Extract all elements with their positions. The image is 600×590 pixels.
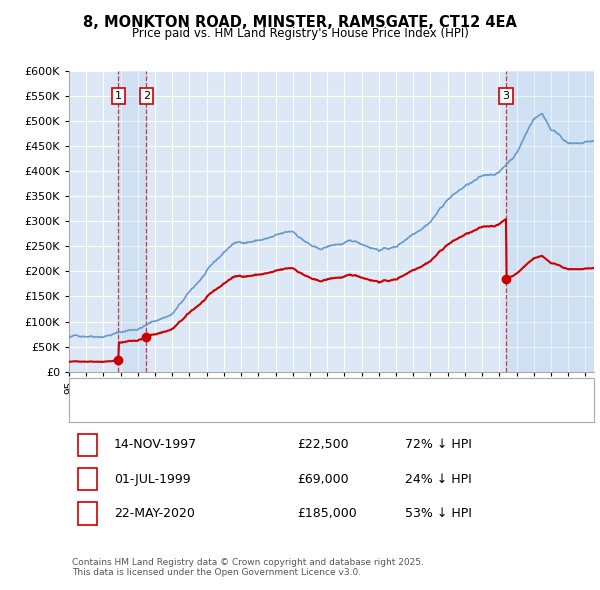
- Text: 22-MAY-2020: 22-MAY-2020: [114, 507, 195, 520]
- Text: 2: 2: [143, 91, 150, 101]
- Text: £69,000: £69,000: [297, 473, 349, 486]
- Text: HPI: Average price, detached house, Thanet: HPI: Average price, detached house, Than…: [117, 405, 346, 414]
- Text: 24% ↓ HPI: 24% ↓ HPI: [405, 473, 472, 486]
- Text: £185,000: £185,000: [297, 507, 357, 520]
- Text: 8, MONKTON ROAD, MINSTER, RAMSGATE, CT12 4EA (detached house): 8, MONKTON ROAD, MINSTER, RAMSGATE, CT12…: [117, 385, 485, 395]
- Text: 2: 2: [83, 473, 92, 486]
- Bar: [506, 71, 594, 372]
- Text: 01-JUL-1999: 01-JUL-1999: [114, 473, 191, 486]
- Text: Price paid vs. HM Land Registry's House Price Index (HPI): Price paid vs. HM Land Registry's House …: [131, 27, 469, 40]
- Text: 53% ↓ HPI: 53% ↓ HPI: [405, 507, 472, 520]
- Text: Contains HM Land Registry data © Crown copyright and database right 2025.
This d: Contains HM Land Registry data © Crown c…: [72, 558, 424, 577]
- Text: 8, MONKTON ROAD, MINSTER, RAMSGATE, CT12 4EA: 8, MONKTON ROAD, MINSTER, RAMSGATE, CT12…: [83, 15, 517, 30]
- Text: 14-NOV-1997: 14-NOV-1997: [114, 438, 197, 451]
- Text: 1: 1: [83, 438, 92, 451]
- Bar: [118, 71, 146, 372]
- Text: 1: 1: [115, 91, 122, 101]
- Text: 3: 3: [83, 507, 92, 520]
- Text: 72% ↓ HPI: 72% ↓ HPI: [405, 438, 472, 451]
- Text: £22,500: £22,500: [297, 438, 349, 451]
- Text: 3: 3: [503, 91, 509, 101]
